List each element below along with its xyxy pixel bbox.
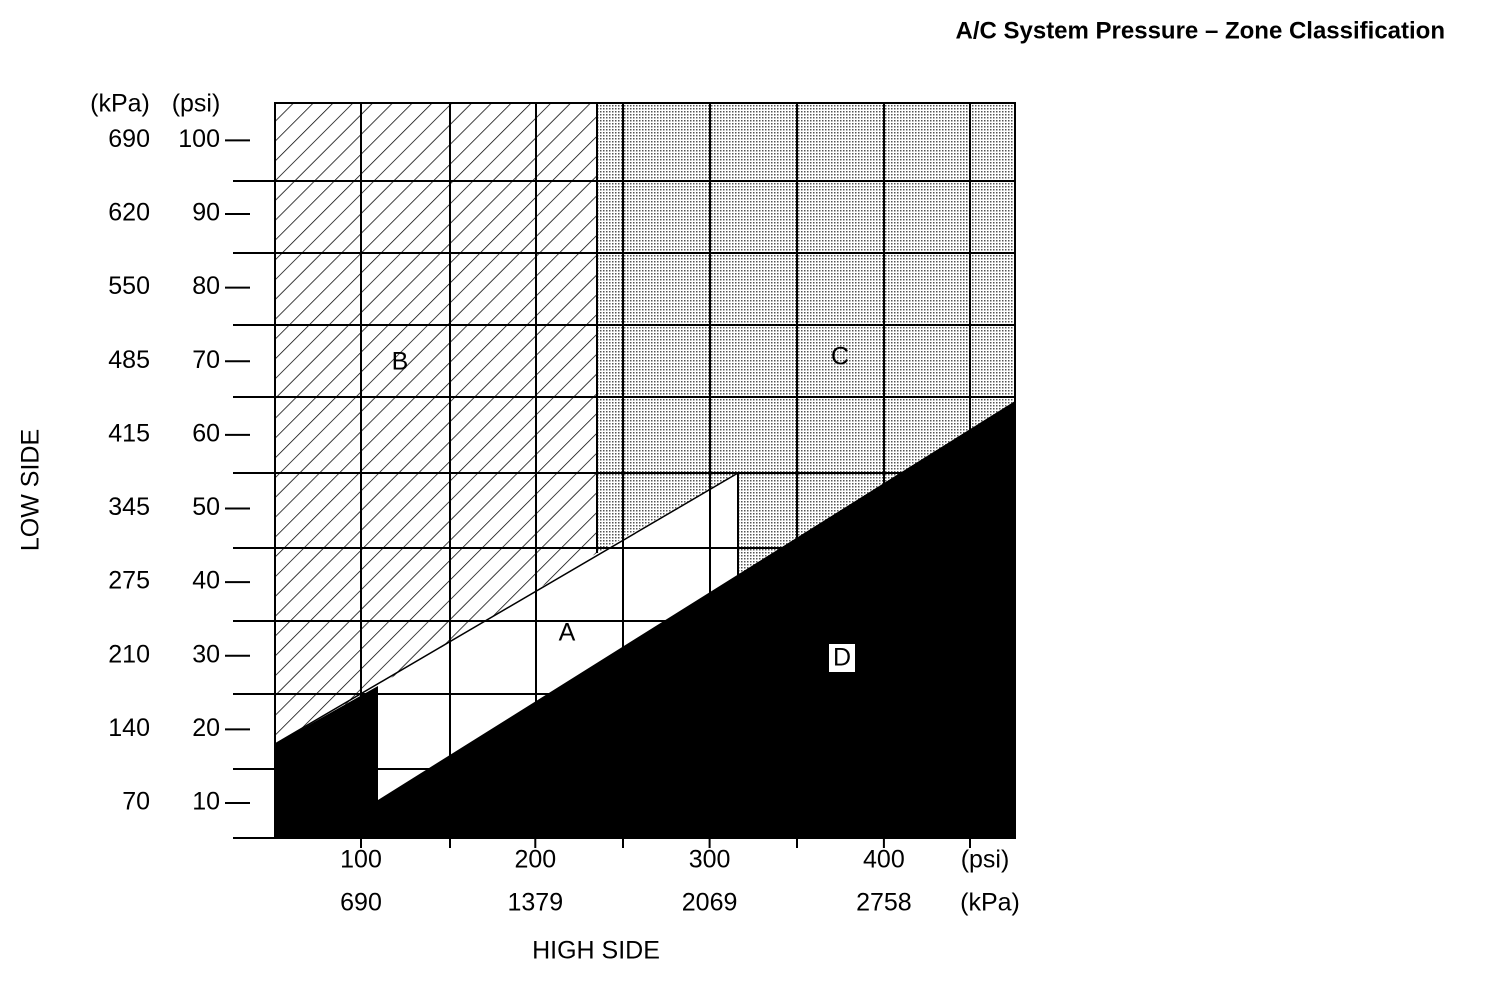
y-tick-label-kpa: 140 bbox=[108, 714, 150, 742]
y-tick-label-psi: 10 bbox=[192, 788, 220, 816]
x-unit: (psi) bbox=[961, 846, 1010, 874]
y-tick-label-kpa: 210 bbox=[108, 640, 150, 668]
zone-label: A bbox=[559, 619, 576, 647]
zone-a bbox=[378, 473, 738, 800]
y-tick-label-kpa: 485 bbox=[108, 346, 150, 374]
x-tick-label-psi: 200 bbox=[514, 846, 556, 874]
y-tick-label-psi: 50 bbox=[192, 493, 220, 521]
x-tick-label-kpa: 2758 bbox=[856, 889, 912, 917]
y-tick-label-psi: 80 bbox=[192, 272, 220, 300]
y-tick-label-psi: 40 bbox=[192, 567, 220, 595]
y-axis-label: LOW SIDE bbox=[17, 429, 45, 551]
zone-label: C bbox=[831, 343, 849, 371]
y-tick-label-psi: 90 bbox=[192, 199, 220, 227]
y-tick-label-psi: 70 bbox=[192, 346, 220, 374]
chart-title: A/C System Pressure – Zone Classificatio… bbox=[955, 17, 1445, 44]
x-unit: (kPa) bbox=[960, 889, 1020, 917]
y-tick-label-psi: 20 bbox=[192, 714, 220, 742]
zone-label: B bbox=[392, 348, 409, 376]
x-tick-label-psi: 300 bbox=[689, 846, 731, 874]
y-tick-label-kpa: 550 bbox=[108, 272, 150, 300]
y-tick-label-kpa: 70 bbox=[122, 788, 150, 816]
y-tick-label-psi: 100 bbox=[178, 125, 220, 153]
y-tick-label-kpa: 275 bbox=[108, 567, 150, 595]
x-tick-label-kpa: 1379 bbox=[507, 889, 563, 917]
zone-label-box bbox=[829, 644, 855, 672]
zone-b bbox=[275, 103, 597, 744]
y-tick-label-kpa: 620 bbox=[108, 199, 150, 227]
y-unit: (psi) bbox=[172, 90, 221, 118]
x-tick-label-psi: 400 bbox=[863, 846, 905, 874]
x-tick-label-kpa: 690 bbox=[340, 889, 382, 917]
y-tick-label-psi: 60 bbox=[192, 419, 220, 447]
y-unit: (kPa) bbox=[90, 90, 150, 118]
y-tick-label-kpa: 690 bbox=[108, 125, 150, 153]
x-tick-label-kpa: 2069 bbox=[682, 889, 738, 917]
x-tick-label-psi: 100 bbox=[340, 846, 382, 874]
zone-d bbox=[275, 401, 1015, 838]
zone-c bbox=[597, 103, 1015, 575]
y-tick-label-psi: 30 bbox=[192, 640, 220, 668]
y-tick-label-kpa: 415 bbox=[108, 419, 150, 447]
zone-label: D bbox=[833, 644, 851, 672]
x-axis-label: HIGH SIDE bbox=[532, 937, 660, 965]
y-tick-label-kpa: 345 bbox=[108, 493, 150, 521]
